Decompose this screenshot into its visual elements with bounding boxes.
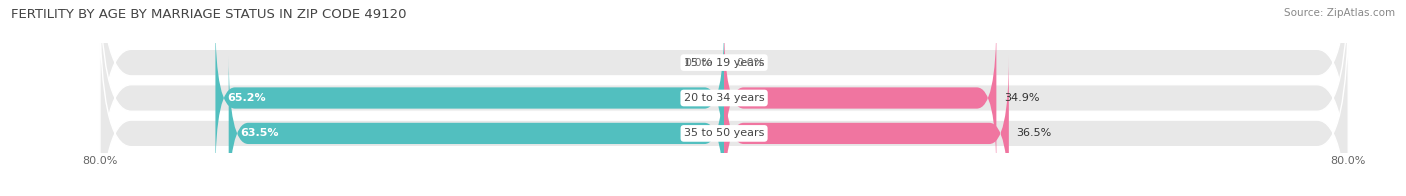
FancyBboxPatch shape <box>100 0 1348 191</box>
Text: 65.2%: 65.2% <box>228 93 266 103</box>
Text: 36.5%: 36.5% <box>1017 128 1052 138</box>
Text: 35 to 50 years: 35 to 50 years <box>683 128 765 138</box>
Text: 20 to 34 years: 20 to 34 years <box>683 93 765 103</box>
Text: 0.0%: 0.0% <box>735 58 763 68</box>
FancyBboxPatch shape <box>724 20 997 176</box>
FancyBboxPatch shape <box>100 5 1348 196</box>
Text: Source: ZipAtlas.com: Source: ZipAtlas.com <box>1284 8 1395 18</box>
FancyBboxPatch shape <box>100 0 1348 196</box>
Text: 0.0%: 0.0% <box>685 58 713 68</box>
Text: 15 to 19 years: 15 to 19 years <box>683 58 765 68</box>
FancyBboxPatch shape <box>229 55 724 196</box>
Text: FERTILITY BY AGE BY MARRIAGE STATUS IN ZIP CODE 49120: FERTILITY BY AGE BY MARRIAGE STATUS IN Z… <box>11 8 406 21</box>
FancyBboxPatch shape <box>724 55 1010 196</box>
FancyBboxPatch shape <box>215 20 724 176</box>
Text: 63.5%: 63.5% <box>240 128 278 138</box>
Text: 34.9%: 34.9% <box>1004 93 1039 103</box>
